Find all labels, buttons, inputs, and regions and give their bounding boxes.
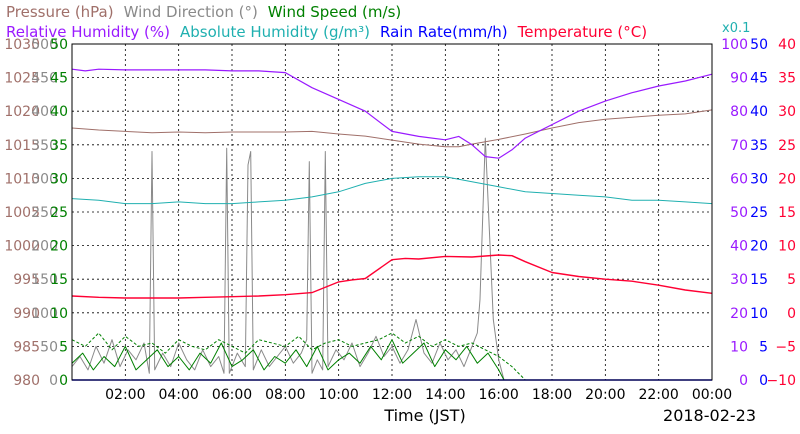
y-tick-label-wind-speed: 20 [50, 239, 68, 255]
y-tick-label-wind-speed: 25 [50, 205, 68, 221]
y-tick-label-pressure: 1015 [4, 138, 40, 154]
y-tick-label-wind-speed: 40 [50, 104, 68, 120]
x-tick-label: 22:00 [638, 387, 678, 403]
y-tick-label-relative-humidity: 40 [730, 239, 748, 255]
legend-wind-speed: Wind Speed (m/s) [268, 3, 401, 21]
y-tick-label-temperature: 40 [778, 37, 796, 53]
series-line-absolute-humidity [71, 176, 713, 205]
y-tick-label-wind-direction: 400 [31, 104, 58, 120]
x-tick-label: 18:00 [532, 387, 572, 403]
y-tick-label-wind-direction: 200 [31, 239, 58, 255]
date-label: 2018-02-23 [663, 406, 756, 425]
x-tick-label: 20:00 [585, 387, 625, 403]
y-tick-label-pressure: 1000 [4, 239, 40, 255]
y-tick-label-wind-direction: 300 [31, 171, 58, 187]
y-tick-label-wind-direction: 0 [49, 373, 58, 389]
y-tick-label-relative-humidity: 70 [730, 138, 748, 154]
series-line-wind-speed [71, 339, 505, 381]
y-tick-label-wind-direction: 50 [40, 339, 58, 355]
y-tick-label-temperature: −5 [775, 339, 796, 355]
x-axis-label: Time (JST) [383, 406, 465, 425]
y-tick-label-rain-rate: 5 [759, 339, 768, 355]
y-tick-label-wind-direction: 150 [31, 272, 58, 288]
y-tick-label-relative-humidity: 0 [739, 373, 748, 389]
legend-temperature: Temperature (°C) [517, 23, 647, 41]
y-tick-label-wind-speed: 10 [50, 306, 68, 322]
y-tick-label-rain-rate: 20 [750, 239, 768, 255]
y-tick-label-temperature: 35 [778, 71, 796, 87]
y-tick-label-relative-humidity: 50 [730, 205, 748, 221]
y-tick-label-pressure: 985 [13, 339, 40, 355]
y-tick-label-temperature: 15 [778, 205, 796, 221]
y-tick-label-wind-speed: 0 [59, 373, 68, 389]
y-tick-label-rain-rate: 40 [750, 104, 768, 120]
y-tick-label-rain-rate: 30 [750, 171, 768, 187]
x-tick-label: 12:00 [372, 387, 412, 403]
x-tick-label: 14:00 [425, 387, 465, 403]
y-tick-label-temperature: 25 [778, 138, 796, 154]
series-line-wind-speed-gust [71, 332, 526, 381]
y-tick-label-pressure: 990 [13, 306, 40, 322]
series-line-pressure [71, 109, 713, 148]
x-tick-label: 08:00 [265, 387, 305, 403]
y-tick-label-relative-humidity: 60 [730, 171, 748, 187]
y-tick-label-temperature: 10 [778, 239, 796, 255]
y-tick-label-rain-rate: 0 [759, 373, 768, 389]
legend-absolute-humidity: Absolute Humidity (g/m³) [180, 23, 370, 41]
y-tick-label-wind-speed: 30 [50, 171, 68, 187]
x-tick-label: 04:00 [158, 387, 198, 403]
abs-humidity-multiplier: x0.1 [722, 21, 750, 36]
y-tick-label-pressure: 1025 [4, 71, 40, 87]
y-tick-label-wind-direction: 450 [31, 71, 58, 87]
x-tick-label: 00:00 [692, 387, 732, 403]
y-tick-label-temperature: −10 [766, 373, 796, 389]
y-tick-label-rain-rate: 15 [750, 272, 768, 288]
y-tick-label-wind-speed: 15 [50, 272, 68, 288]
y-tick-label-wind-speed: 50 [50, 37, 68, 53]
y-tick-label-pressure: 1030 [4, 37, 40, 53]
y-tick-label-relative-humidity: 10 [730, 339, 748, 355]
x-tick-label: 16:00 [478, 387, 518, 403]
plot-frame [71, 43, 713, 381]
series-line-temperature [71, 254, 713, 299]
y-tick-label-temperature: 20 [778, 171, 796, 187]
y-tick-label-wind-speed: 5 [59, 339, 68, 355]
y-tick-label-wind-speed: 35 [50, 138, 68, 154]
x-tick-label: 02:00 [105, 387, 145, 403]
y-tick-label-temperature: 5 [787, 272, 796, 288]
x-tick-label: 06:00 [212, 387, 252, 403]
y-tick-label-rain-rate: 35 [750, 138, 768, 154]
x-tick-label: 10:00 [318, 387, 358, 403]
y-tick-label-relative-humidity: 30 [730, 272, 748, 288]
y-tick-label-wind-direction: 100 [31, 306, 58, 322]
y-tick-label-pressure: 995 [13, 272, 40, 288]
y-tick-label-rain-rate: 50 [750, 37, 768, 53]
series-line-relative-humidity [71, 68, 713, 159]
y-tick-label-wind-direction: 500 [31, 37, 58, 53]
y-tick-label-rain-rate: 25 [750, 205, 768, 221]
legend-relative-humidity: Relative Humidity (%) [6, 23, 170, 41]
legend-wind-direction: Wind Direction (°) [124, 3, 258, 21]
y-tick-label-wind-speed: 45 [50, 71, 68, 87]
y-tick-label-relative-humidity: 90 [730, 71, 748, 87]
y-tick-label-pressure: 1010 [4, 171, 40, 187]
legend-pressure: Pressure (hPa) [6, 3, 114, 21]
y-tick-label-temperature: 0 [787, 306, 796, 322]
legend-rain-rate: Rain Rate(mm/h) [380, 23, 508, 41]
series-line-wind-direction [71, 137, 505, 381]
y-tick-label-relative-humidity: 100 [721, 37, 748, 53]
y-tick-label-rain-rate: 10 [750, 306, 768, 322]
y-tick-label-temperature: 30 [778, 104, 796, 120]
y-tick-label-pressure: 1005 [4, 205, 40, 221]
y-tick-label-pressure: 980 [13, 373, 40, 389]
y-tick-label-relative-humidity: 80 [730, 104, 748, 120]
y-tick-label-pressure: 1020 [4, 104, 40, 120]
y-tick-label-rain-rate: 45 [750, 71, 768, 87]
y-tick-label-wind-direction: 350 [31, 138, 58, 154]
y-tick-label-wind-direction: 250 [31, 205, 58, 221]
y-tick-label-relative-humidity: 20 [730, 306, 748, 322]
